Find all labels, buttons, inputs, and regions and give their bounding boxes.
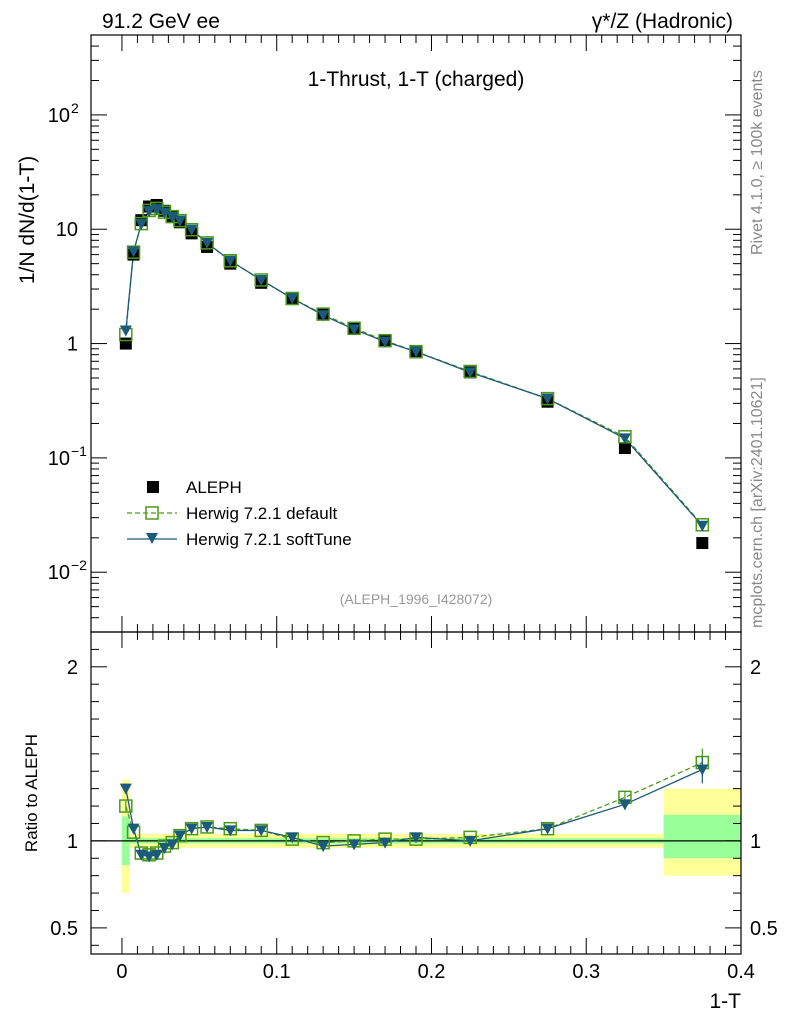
ratio-softtune-point — [150, 849, 163, 861]
legend-aleph-marker — [147, 481, 159, 493]
ratio-softtune-point — [618, 799, 631, 811]
ratio-band-inner — [663, 814, 741, 859]
main-y-tick-exponent: −2 — [71, 557, 87, 573]
ratio-softtune-point — [348, 839, 361, 851]
softtune-point — [158, 207, 171, 219]
rivet-label: Rivet 4.1.0, ≥ 100k events — [749, 70, 766, 255]
aleph-point — [696, 537, 709, 550]
ratio-panel: 0.5 0.51 12 2 0 0.1 0.2 0.3 0.4 Ratio to ALEPH … — [22, 631, 778, 1013]
ratio-y-tick-label-right: 0.5 — [750, 918, 778, 940]
ratio-softtune-point — [379, 837, 392, 849]
softtune-point — [317, 310, 330, 322]
softtune-point — [127, 246, 140, 258]
main-y-axis-label: 1/N dN/d(1-T) — [16, 156, 39, 284]
legend-softtune-marker — [146, 533, 158, 544]
main-ticks — [91, 34, 742, 633]
ratio-default-point — [119, 799, 133, 813]
ratio-series — [119, 748, 710, 863]
legend-default-marker — [145, 506, 159, 520]
softtune-point — [150, 204, 163, 216]
softtune-point — [410, 346, 422, 358]
analysis-watermark: (ALEPH_1996_I428072) — [340, 591, 493, 607]
main-y-tick-label: 10 — [56, 219, 78, 241]
softtune-point — [618, 433, 631, 445]
aleph-point — [618, 442, 631, 455]
softtune-point — [286, 293, 299, 305]
ratio-softtune-point — [185, 823, 198, 835]
ratio-softtune-point — [201, 821, 214, 833]
ratio-softtune-point — [143, 851, 156, 863]
softtune-point — [173, 215, 186, 227]
ratio-softtune-point — [317, 841, 330, 853]
ratio-frame — [90, 631, 742, 955]
x-tick-label: 0.1 — [263, 961, 291, 983]
plot-title: 1-Thrust, 1-T (charged) — [308, 68, 525, 91]
ratio-softtune-point — [127, 823, 140, 835]
legend-aleph-label: ALEPH — [186, 478, 242, 497]
legend: ALEPH Herwig 7.2.1 default Herwig 7.2.1 … — [127, 478, 352, 549]
main-y-tick-label: 10 — [48, 562, 70, 584]
x-axis-label: 1-T — [710, 990, 742, 1013]
softtune-point — [348, 324, 361, 336]
process-label: γ*/Z (Hadronic) — [592, 10, 733, 33]
ratio-softtune-point — [224, 825, 237, 837]
softtune-point — [379, 336, 392, 348]
x-tick-labels: 0 0.1 0.2 0.3 0.4 — [116, 961, 755, 983]
ratio-y-tick-label-left: 1 — [67, 831, 78, 853]
ratio-softtune-point — [410, 832, 422, 844]
softtune-point — [201, 237, 214, 249]
main-series — [119, 198, 710, 550]
x-tick-label: 0 — [116, 961, 127, 983]
x-tick-label: 0.2 — [418, 961, 446, 983]
aleph-point — [119, 337, 132, 350]
default-point — [285, 291, 299, 306]
ratio-y-axis-label: Ratio to ALEPH — [22, 734, 41, 852]
ratio-y-tick-label-right: 2 — [750, 657, 761, 679]
ratio-y-tick-label-right: 1 — [750, 831, 761, 853]
softtune-point — [696, 520, 709, 532]
ratio-softtune-point — [464, 835, 477, 847]
softtune-point — [255, 274, 268, 286]
softtune-point — [143, 206, 156, 218]
softtune-point — [166, 211, 179, 223]
default-point — [126, 245, 141, 259]
ratio-softtune-point — [173, 830, 186, 842]
ratio-softtune-point — [255, 825, 268, 837]
ratio-bands — [91, 779, 741, 894]
softtune-point — [185, 224, 198, 236]
softtune-point — [464, 367, 477, 379]
ratio-ticks — [91, 631, 742, 954]
main-y-tick-exponent: 2 — [71, 100, 79, 116]
x-tick-label: 0.4 — [727, 961, 755, 983]
x-tick-label: 0.3 — [572, 961, 600, 983]
ratio-softtune-point — [166, 839, 179, 851]
ratio-softtune-point — [158, 842, 171, 854]
mcplots-label: mcplots.cern.ch [arXiv:2401.10621] — [749, 377, 766, 628]
softtune-point — [541, 393, 554, 405]
softtune-point — [224, 255, 237, 267]
main-y-tick-exponent: −1 — [71, 443, 87, 459]
legend-default-label: Herwig 7.2.1 default — [186, 504, 337, 523]
ratio-softtune-point — [696, 764, 709, 776]
energy-label: 91.2 GeV ee — [102, 10, 220, 33]
ratio-softtune-point — [119, 783, 132, 795]
main-y-tick-label: 10 — [48, 105, 70, 127]
softtune-point — [135, 219, 148, 231]
ratio-y-tick-labels: 0.5 0.5 1 1 2 2 — [50, 657, 778, 940]
main-y-tick-label: 10 — [48, 448, 70, 470]
softtune-point — [119, 325, 132, 337]
ratio-y-tick-label-left: 0.5 — [50, 918, 78, 940]
ratio-softtune-point — [541, 823, 554, 835]
main-y-tick-label: 1 — [67, 334, 78, 356]
ratio-softtune-point — [286, 832, 299, 844]
legend-softtune-label: Herwig 7.2.1 softTune — [186, 530, 352, 549]
ratio-y-tick-label-left: 2 — [67, 657, 78, 679]
